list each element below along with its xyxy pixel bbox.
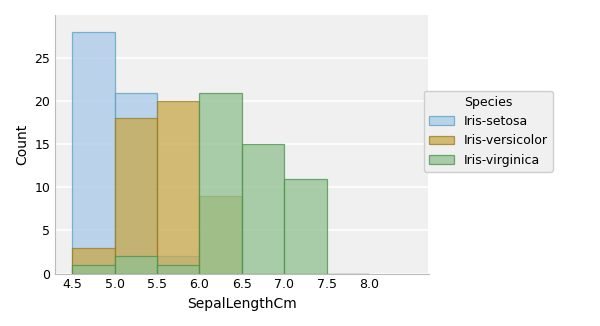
Legend: Iris-setosa, Iris-versicolor, Iris-virginica: Iris-setosa, Iris-versicolor, Iris-virgi…	[424, 91, 553, 172]
Bar	[115, 118, 157, 274]
Bar	[115, 256, 157, 274]
Bar	[72, 265, 115, 274]
Y-axis label: Count: Count	[15, 124, 29, 165]
Bar	[242, 144, 284, 274]
Bar	[157, 265, 199, 274]
Bar	[157, 101, 199, 274]
X-axis label: SepalLengthCm: SepalLengthCm	[187, 297, 297, 311]
Bar	[199, 196, 242, 274]
Bar	[157, 256, 199, 274]
Bar	[199, 93, 242, 274]
Bar	[72, 248, 115, 274]
Bar	[284, 179, 327, 274]
Bar	[72, 32, 115, 274]
Bar	[115, 93, 157, 274]
